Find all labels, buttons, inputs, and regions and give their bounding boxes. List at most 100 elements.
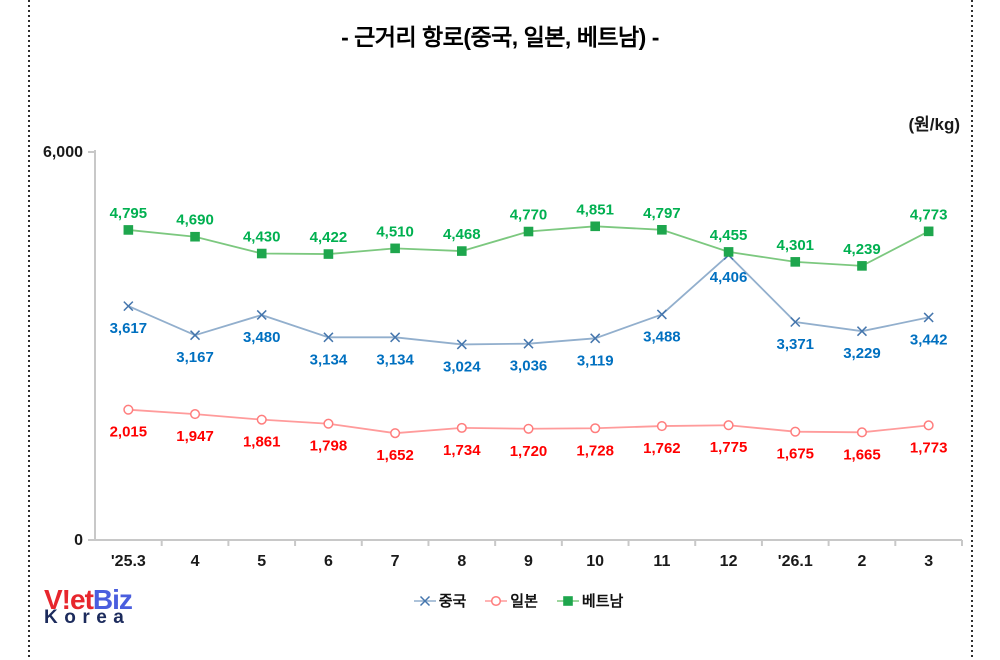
line-chart: 6,000 0 '25.3 4 5 6 7 8 9 10 11 12 '26.1 2 3 3,617 3,167… <box>43 144 963 570</box>
data-point-label: 1,861 <box>243 434 281 451</box>
legend-label-japan: 일본 <box>510 593 538 610</box>
data-point-marker <box>123 225 134 235</box>
data-point-label: 3,024 <box>443 358 481 375</box>
chart-title: - 근거리 항로(중국, 일본, 베트남) - <box>341 24 659 50</box>
x-axis-tick-label: 11 <box>653 553 670 570</box>
data-point-marker <box>923 312 934 323</box>
data-point-label: 1,675 <box>776 446 814 463</box>
logo-korea-text: Korea <box>44 607 131 628</box>
data-point-label: 1,762 <box>643 440 681 457</box>
x-axis-tick-label: 10 <box>586 553 604 570</box>
legend: 중국 일본 베트남 <box>18 590 1000 611</box>
data-point-label: 4,455 <box>710 227 748 244</box>
data-point-marker <box>523 423 534 434</box>
legend-label-vietnam: 베트남 <box>581 593 624 610</box>
data-point-label: 4,773 <box>910 206 948 223</box>
data-point-label: 1,775 <box>710 439 748 456</box>
data-point-marker <box>123 301 134 312</box>
data-point-marker <box>523 338 534 349</box>
data-point-label: 3,134 <box>376 351 414 368</box>
data-point-label: 4,770 <box>510 207 548 224</box>
x-axis-tick-label: 4 <box>191 553 200 570</box>
data-point-label: 1,652 <box>376 447 414 464</box>
y-axis-tick-label: 6,000 <box>43 144 83 161</box>
data-point-marker <box>857 261 867 271</box>
data-point-marker <box>723 420 734 431</box>
data-point-marker <box>390 243 400 254</box>
series-일본: 2,015 1,947 1,861 1,798 1,652 1,734 1,720 1,728… <box>110 404 948 464</box>
x-axis-tick-label: 9 <box>524 553 533 570</box>
x-axis-tick-label: 3 <box>924 553 933 570</box>
data-point-marker <box>563 595 573 606</box>
data-point-marker <box>790 257 801 267</box>
right-dotted-border <box>971 0 973 660</box>
logo-wordmark: V!etBiz <box>44 584 133 615</box>
data-point-label: 1,720 <box>510 443 548 460</box>
x-axis-tick-label: 6 <box>324 553 333 570</box>
data-point-label: 1,665 <box>843 446 881 463</box>
data-point-label: 4,468 <box>443 226 481 243</box>
data-point-label: 4,690 <box>176 212 214 229</box>
data-point-marker <box>323 418 334 429</box>
data-point-marker <box>419 595 430 606</box>
data-point-label: 1,798 <box>310 438 348 455</box>
data-point-label: 3,442 <box>910 331 948 348</box>
data-point-marker <box>390 332 401 343</box>
data-point-label: 4,510 <box>376 223 414 240</box>
data-point-marker <box>590 423 601 434</box>
series-중국: 3,617 3,167 3,480 3,134 3,134 3,024 3,036 3,119… <box>110 250 948 375</box>
data-point-marker <box>456 339 467 350</box>
data-point-label: 3,617 <box>110 320 148 337</box>
data-point-marker <box>491 595 502 606</box>
data-point-label: 4,795 <box>110 205 148 222</box>
data-point-marker <box>923 420 934 431</box>
data-point-label: 3,036 <box>510 358 548 375</box>
data-point-marker <box>390 428 401 439</box>
x-axis-tick-label: 12 <box>720 553 738 570</box>
y-axis-tick-label: 0 <box>74 532 83 549</box>
data-point-label: 3,134 <box>310 351 348 368</box>
data-point-marker <box>590 221 600 232</box>
data-point-marker <box>790 316 801 328</box>
data-point-label: 4,301 <box>776 237 814 254</box>
data-point-label: 4,430 <box>243 229 281 246</box>
legend-item-japan: 일본 <box>484 590 538 611</box>
data-point-marker <box>190 330 201 341</box>
data-point-marker <box>590 333 601 344</box>
x-axis-tick-label: 2 <box>858 553 867 570</box>
data-point-label: 1,734 <box>443 442 481 459</box>
data-point-label: 3,371 <box>776 336 814 353</box>
x-axis-tick-label: '26.1 <box>778 553 813 570</box>
x-axis-tick-label: 8 <box>457 553 466 570</box>
data-point-label: 2,015 <box>110 424 148 441</box>
data-point-marker <box>456 422 467 433</box>
data-point-label: 4,851 <box>576 201 614 218</box>
data-point-marker <box>256 248 267 259</box>
data-point-marker <box>256 414 267 425</box>
logo: V!etBiz Korea <box>44 584 133 628</box>
logo-viet-text: V!et <box>44 584 94 615</box>
data-point-label: 3,167 <box>176 349 214 366</box>
data-point-label: 4,797 <box>643 205 681 222</box>
x-axis-tick-label: 5 <box>257 553 266 570</box>
data-point-marker <box>723 247 734 257</box>
data-point-marker <box>657 224 667 235</box>
data-point-marker <box>323 249 334 259</box>
data-point-marker <box>790 426 801 437</box>
data-point-label: 3,229 <box>843 345 881 362</box>
legend-item-vietnam: 베트남 <box>556 590 623 611</box>
data-point-label: 4,239 <box>843 241 881 258</box>
data-point-label: 1,773 <box>910 439 948 456</box>
data-point-marker <box>123 404 134 415</box>
data-point-label: 3,119 <box>577 352 614 369</box>
data-point-marker <box>656 421 667 432</box>
data-point-label: 1,728 <box>576 442 614 459</box>
logo-biz-text: Biz <box>92 584 133 615</box>
data-point-marker <box>856 326 867 337</box>
data-point-marker <box>189 409 201 420</box>
data-point-marker <box>856 427 868 438</box>
unit-label: (원/kg) <box>908 115 960 134</box>
circle-marker-icon <box>485 595 508 606</box>
data-point-marker <box>256 309 267 320</box>
